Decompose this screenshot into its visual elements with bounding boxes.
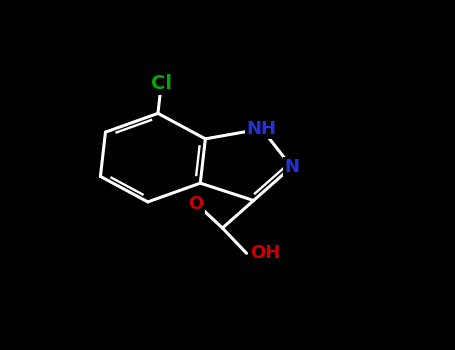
Text: NH: NH xyxy=(247,120,277,138)
Text: N: N xyxy=(284,158,299,176)
Text: OH: OH xyxy=(250,244,280,262)
Text: O: O xyxy=(188,195,204,212)
Text: Cl: Cl xyxy=(151,75,172,93)
